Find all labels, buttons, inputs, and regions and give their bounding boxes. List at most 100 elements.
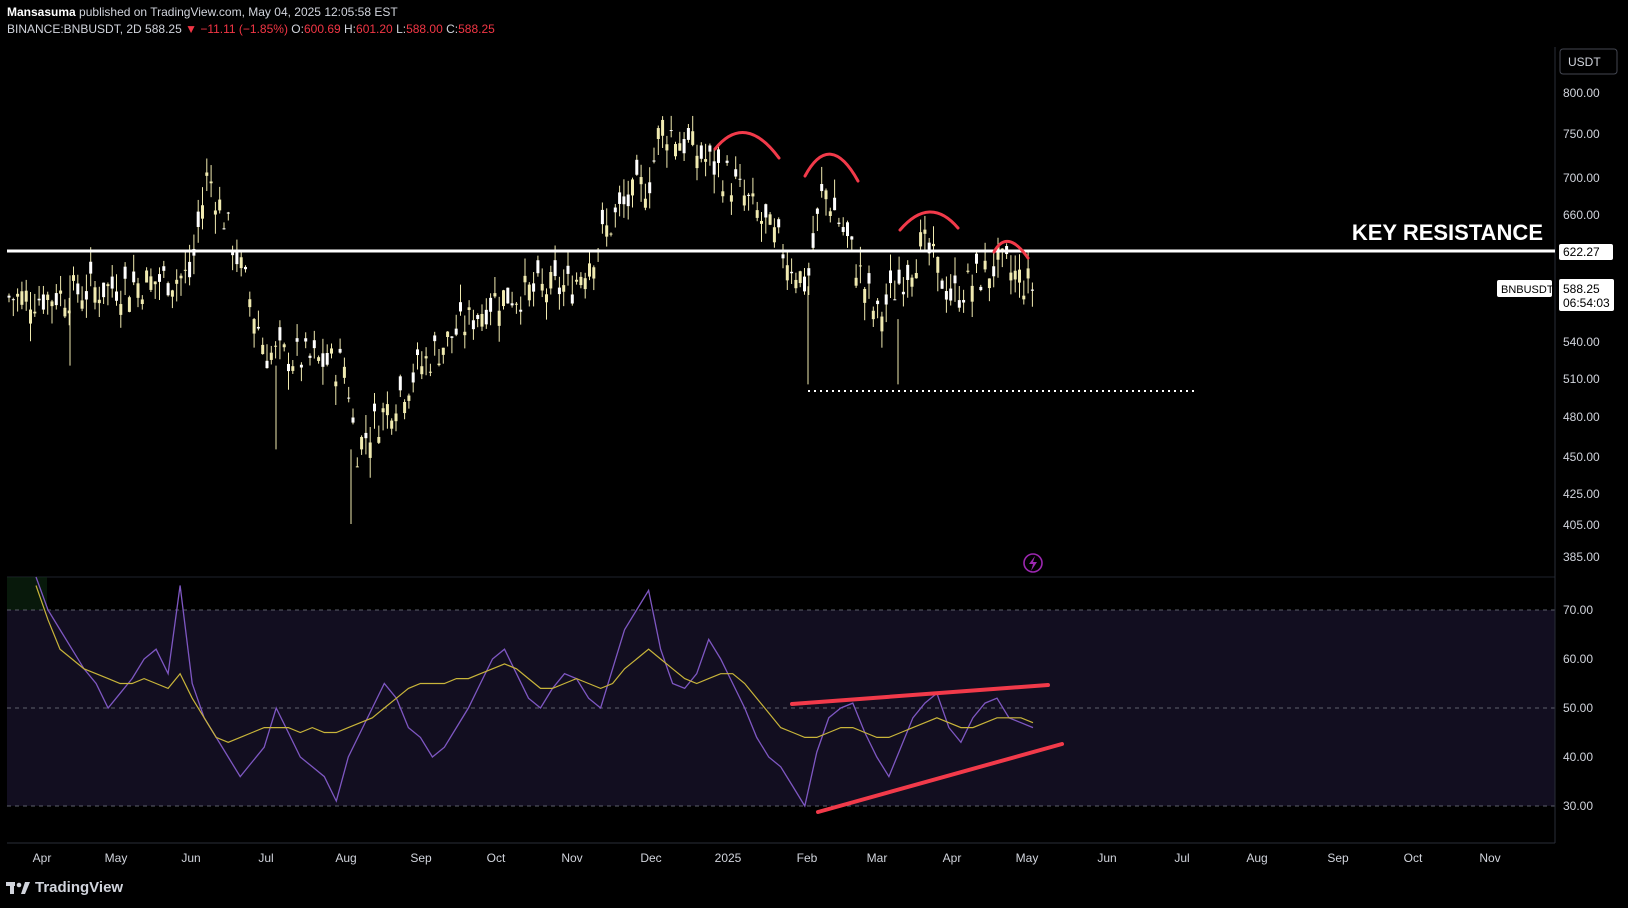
candle xyxy=(854,264,858,288)
candle xyxy=(828,207,832,223)
candle xyxy=(502,289,505,310)
candle xyxy=(317,355,321,364)
author-name[interactable]: Mansasuma xyxy=(7,5,76,19)
currency-button[interactable] xyxy=(1559,48,1618,75)
down-arrow-icon: ▼ xyxy=(185,22,197,36)
candle xyxy=(467,300,471,325)
candle xyxy=(334,374,338,405)
candle xyxy=(906,260,910,298)
candle xyxy=(893,280,897,301)
low-value: 588.00 xyxy=(406,22,443,36)
candle xyxy=(536,255,540,277)
candle xyxy=(252,317,256,348)
candle xyxy=(798,270,802,288)
candle xyxy=(966,263,970,274)
candle xyxy=(588,249,591,281)
candle xyxy=(987,278,991,302)
candle xyxy=(833,179,837,211)
high-label: H: xyxy=(344,22,357,36)
candle xyxy=(459,284,462,316)
rsi-tick: 70.00 xyxy=(1563,603,1593,617)
time-axis[interactable]: Apr May Jun Jul Aug Sep Oct Nov Dec 2025 Feb Mar Apr… xyxy=(33,851,1501,865)
candle xyxy=(102,282,106,304)
time-label: May xyxy=(105,851,128,865)
candle xyxy=(179,273,183,296)
time-label: Feb xyxy=(797,851,818,865)
candle xyxy=(820,166,824,198)
candle xyxy=(29,292,32,342)
candle xyxy=(738,163,742,188)
candle xyxy=(153,281,157,299)
candle xyxy=(338,338,342,354)
rsi-pane[interactable] xyxy=(7,576,1555,808)
candle xyxy=(497,296,501,342)
candle xyxy=(648,167,652,209)
candle xyxy=(755,201,759,222)
candle xyxy=(454,314,458,337)
lower-high-arc-2[interactable] xyxy=(803,152,860,183)
time-label: Oct xyxy=(487,851,506,865)
candle xyxy=(72,266,75,291)
candle xyxy=(248,291,252,317)
candles-group xyxy=(7,115,1034,524)
candle xyxy=(919,219,923,251)
candle xyxy=(523,258,527,296)
tradingview-logo[interactable]: TradingView xyxy=(6,879,123,896)
candle xyxy=(218,186,222,214)
rsi-upper-trendline[interactable] xyxy=(790,683,1050,706)
candle xyxy=(54,284,58,310)
candle xyxy=(566,252,570,286)
price-pane[interactable] xyxy=(7,47,1555,577)
candle xyxy=(557,276,561,310)
rsi-lower-trendline[interactable] xyxy=(816,742,1064,814)
candle xyxy=(175,269,179,302)
candle xyxy=(1022,280,1026,305)
candle xyxy=(484,298,488,329)
lower-high-arc-4[interactable] xyxy=(992,240,1030,260)
candle xyxy=(196,199,200,243)
price-tick: 405.00 xyxy=(1563,518,1600,532)
candle xyxy=(824,188,828,216)
candle xyxy=(37,285,41,306)
candle xyxy=(686,123,690,143)
candle xyxy=(622,179,626,218)
time-label: Oct xyxy=(1404,851,1423,865)
lower-high-arc-1[interactable] xyxy=(713,131,781,160)
candle xyxy=(592,265,596,291)
candle xyxy=(975,252,978,274)
lightning-icon[interactable] xyxy=(1023,553,1043,573)
publish-line: Mansasuma published on TradingView.com, … xyxy=(7,4,495,21)
candle xyxy=(222,222,226,230)
candle xyxy=(299,362,303,382)
candle xyxy=(884,283,888,323)
candle xyxy=(158,267,161,300)
candle xyxy=(170,289,174,309)
candle xyxy=(76,274,80,303)
candle xyxy=(781,244,785,269)
candle xyxy=(149,268,153,293)
candle xyxy=(291,360,295,374)
time-label: Nov xyxy=(561,851,582,865)
rsi-axis[interactable]: 70.00 60.00 50.00 40.00 30.00 xyxy=(1563,603,1593,813)
candle xyxy=(420,351,424,380)
countdown-label: 06:54:03 xyxy=(1563,296,1610,310)
candle xyxy=(106,282,110,306)
candle xyxy=(166,281,170,297)
candle xyxy=(742,179,746,211)
candle xyxy=(261,337,265,355)
time-label: Jul xyxy=(258,851,273,865)
candle xyxy=(656,125,660,156)
candle xyxy=(944,276,948,313)
candle xyxy=(794,272,798,294)
candle xyxy=(1013,255,1017,293)
candle xyxy=(704,143,708,177)
candle xyxy=(213,201,217,234)
price-change: −11.11 (−1.85%) xyxy=(200,22,288,36)
lower-high-arc-3[interactable] xyxy=(898,210,960,232)
key-resistance-label: KEY RESISTANCE xyxy=(1352,220,1543,245)
price-axis[interactable]: USDT 800.00 750.00 700.00 660.00 622.27 … xyxy=(1497,48,1618,564)
candle xyxy=(923,215,927,251)
time-label: Apr xyxy=(33,851,52,865)
candle xyxy=(7,293,11,303)
